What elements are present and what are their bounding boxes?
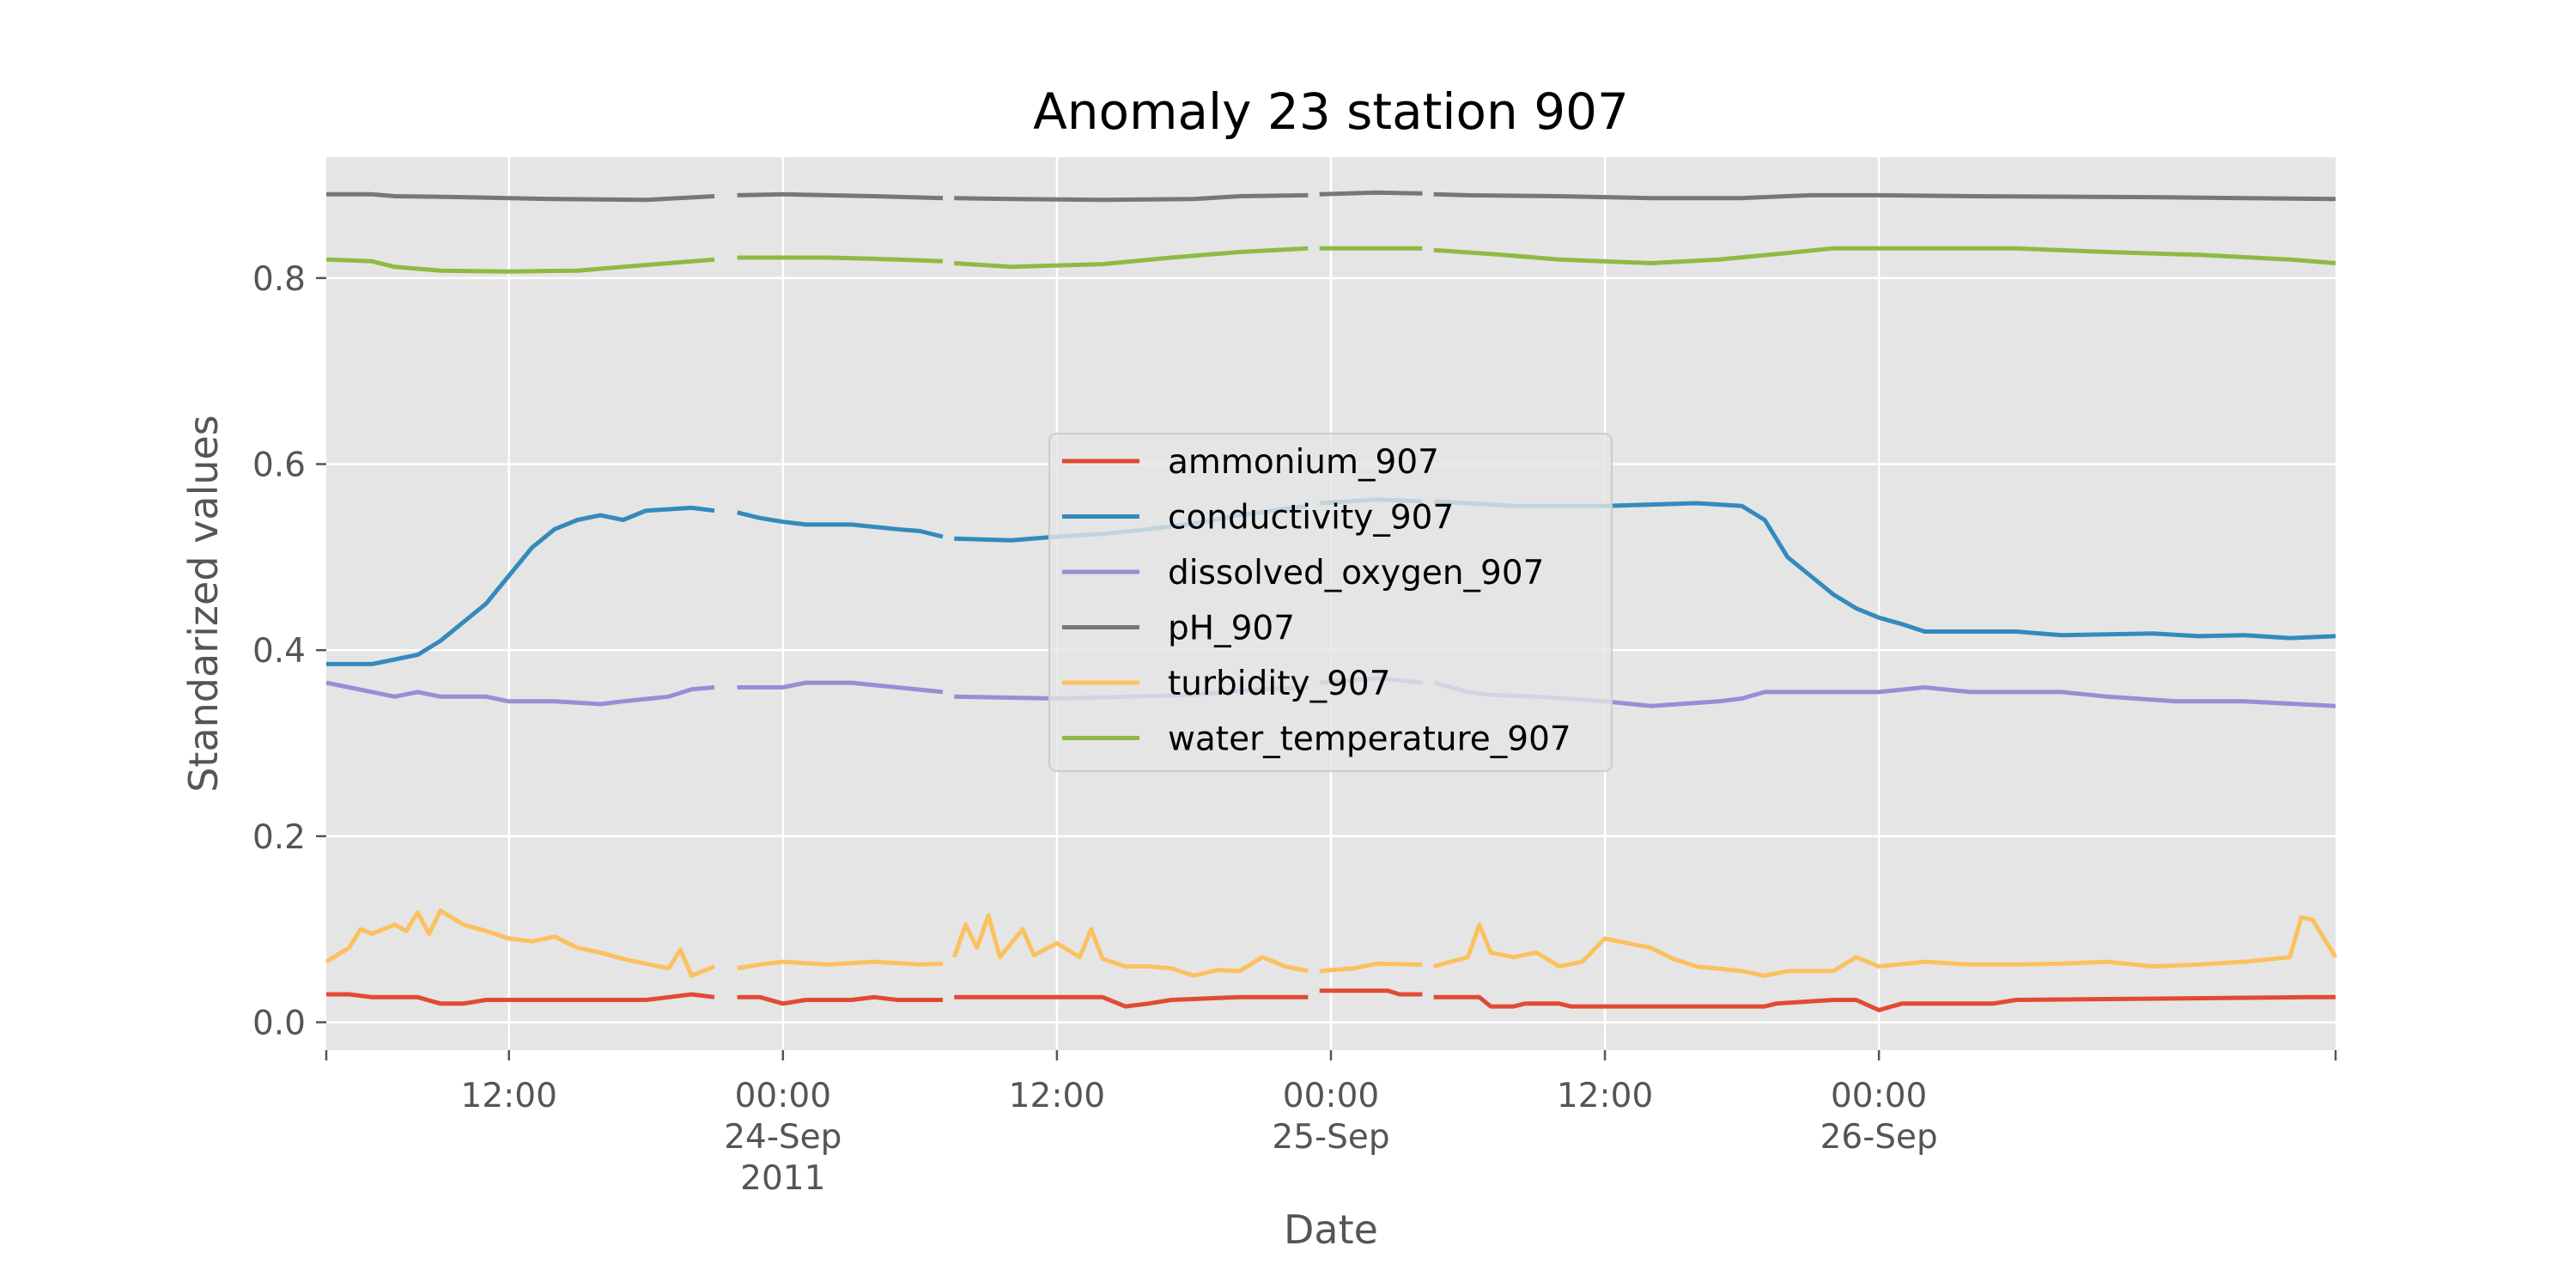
series-line-water-temperature-907 (325, 246, 2336, 274)
x-tick-label: 24-Sep (724, 1118, 841, 1157)
series-line-turbidity-907 (325, 908, 2338, 978)
x-axis-label: Date (1284, 1206, 1378, 1253)
y-tick-label: 0.0 (252, 1005, 306, 1043)
ticks: 0.00.20.40.60.812:00 00:0024-Sep201112:00… (252, 260, 2337, 1198)
legend-box (1048, 433, 1613, 772)
legend-label: conductivity_907 (1168, 499, 1454, 538)
x-tick-label: 12:00 (1557, 1077, 1653, 1115)
y-tick-label: 0.8 (252, 260, 306, 299)
x-tick-label: 00:00 (735, 1077, 831, 1115)
x-tick-label: 00:00 (1283, 1077, 1379, 1115)
y-tick-label: 0.4 (252, 632, 306, 671)
x-tick-label: 12:00 (1009, 1077, 1105, 1115)
legend-label: pH_907 (1168, 610, 1295, 648)
legend-label: dissolved_oxygen_907 (1168, 554, 1544, 592)
legend-label: turbidity_907 (1168, 665, 1391, 703)
x-tick-label: 26-Sep (1820, 1118, 1938, 1157)
chart-title: Anomaly 23 station 907 (1033, 82, 1629, 141)
x-tick-label: 2011 (740, 1159, 825, 1198)
legend-label: ammonium_907 (1168, 443, 1439, 482)
x-tick-label: 00:00 (1831, 1077, 1927, 1115)
series-line-ph-907 (326, 190, 2336, 203)
legend: ammonium_907 conductivity_907 dissolved_ox… (1048, 433, 1613, 772)
legend-label: water_temperature_907 (1168, 720, 1571, 759)
y-tick-label: 0.2 (252, 818, 306, 857)
x-tick-label: 12:00 (461, 1077, 557, 1115)
x-tick-label: 25-Sep (1272, 1118, 1389, 1157)
y-axis-label: Standarized values (180, 415, 227, 793)
series-line-ammonium-907 (326, 988, 2336, 1012)
y-tick-label: 0.6 (252, 447, 306, 485)
